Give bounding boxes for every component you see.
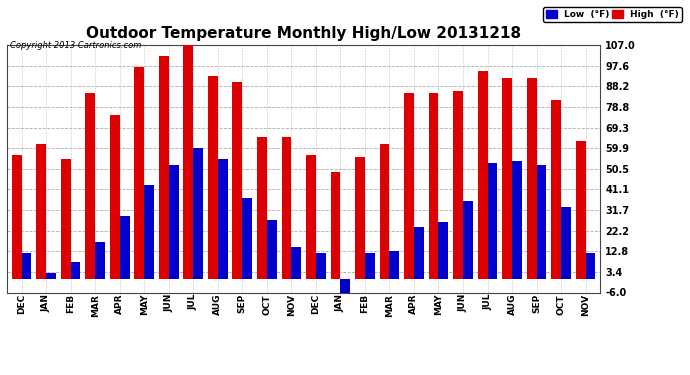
Bar	[193, 148, 203, 279]
Bar	[86, 93, 95, 279]
Bar	[159, 56, 169, 279]
Bar	[453, 91, 463, 279]
Bar	[257, 137, 267, 279]
Bar	[184, 45, 193, 279]
Bar	[291, 246, 301, 279]
Bar	[365, 253, 375, 279]
Bar	[389, 251, 400, 279]
Bar	[537, 165, 546, 279]
Bar	[428, 93, 438, 279]
Bar	[502, 78, 512, 279]
Bar	[380, 144, 389, 279]
Text: Outdoor Temperature Monthly High/Low 20131218: Outdoor Temperature Monthly High/Low 201…	[86, 26, 521, 41]
Bar	[488, 163, 497, 279]
Bar	[512, 161, 522, 279]
Bar	[477, 71, 488, 279]
Bar	[316, 253, 326, 279]
Bar	[561, 207, 571, 279]
Bar	[119, 216, 130, 279]
Bar	[575, 141, 586, 279]
Bar	[61, 159, 70, 279]
Bar	[37, 144, 46, 279]
Bar	[414, 227, 424, 279]
Bar	[46, 273, 56, 279]
Bar	[208, 76, 218, 279]
Bar	[267, 220, 277, 279]
Bar	[95, 242, 105, 279]
Text: Copyright 2013 Cartronics.com: Copyright 2013 Cartronics.com	[10, 41, 141, 50]
Bar	[551, 100, 561, 279]
Bar	[218, 159, 228, 279]
Bar	[12, 154, 21, 279]
Bar	[404, 93, 414, 279]
Bar	[21, 253, 32, 279]
Bar	[233, 82, 242, 279]
Bar	[438, 222, 449, 279]
Legend: Low  (°F), High  (°F): Low (°F), High (°F)	[544, 8, 682, 22]
Bar	[526, 78, 537, 279]
Bar	[282, 137, 291, 279]
Bar	[355, 157, 365, 279]
Bar	[242, 198, 252, 279]
Bar	[70, 262, 81, 279]
Bar	[331, 172, 340, 279]
Bar	[340, 279, 351, 299]
Bar	[110, 115, 119, 279]
Bar	[144, 185, 154, 279]
Bar	[463, 201, 473, 279]
Bar	[135, 67, 144, 279]
Bar	[306, 154, 316, 279]
Bar	[169, 165, 179, 279]
Bar	[586, 253, 595, 279]
